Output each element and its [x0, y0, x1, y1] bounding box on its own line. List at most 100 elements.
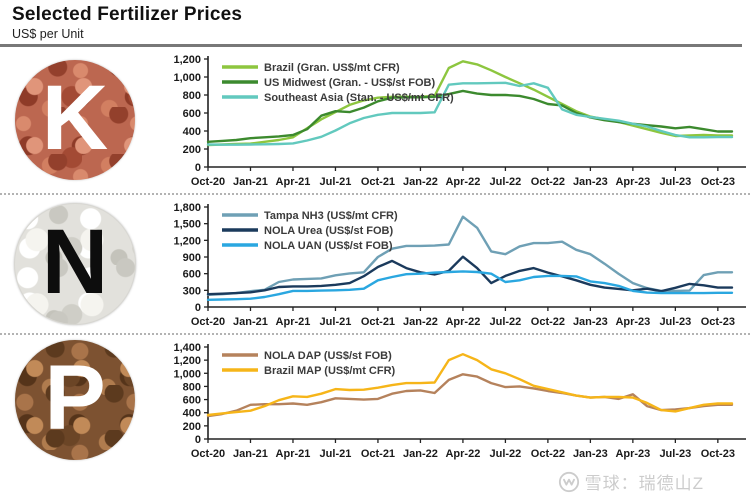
nitrogen-letter: N	[41, 211, 109, 313]
x-tick-label: Oct-21	[361, 176, 395, 188]
watermark-text: 雪球：瑞德山Z	[584, 474, 704, 493]
legend-label: Tampa NH3 (US$/mt CFR)	[264, 210, 398, 222]
x-tick-label: Oct-22	[531, 448, 565, 460]
y-tick-label: 1,800	[173, 202, 201, 214]
x-tick-label: Jan-23	[573, 448, 608, 460]
y-tick-label: 0	[195, 302, 201, 314]
potash-letter: K	[41, 67, 109, 169]
x-tick-label: Jan-22	[403, 448, 438, 460]
x-tick-label: Apr-21	[276, 316, 311, 328]
xueqiu-watermark: 雪球：瑞德山Z	[558, 469, 704, 494]
page-title: Selected Fertilizer Prices	[12, 4, 243, 25]
nitrogen-price-chart: 0 300 600 900 1,200 1,500 1,800 Oct-20 Jan-21 Apr…	[150, 195, 750, 333]
x-tick-label: Apr-22	[445, 176, 480, 188]
x-tick-label: Apr-21	[276, 176, 311, 188]
x-tick-label: Oct-23	[701, 448, 735, 460]
x-tick-label: Jul-22	[490, 316, 522, 328]
y-tick-label: 800	[183, 90, 201, 102]
y-tick-label: 400	[183, 408, 201, 420]
legend-label: Brazil (Gran. US$/mt CFR)	[264, 62, 400, 74]
x-tick-label: Oct-22	[531, 316, 565, 328]
x-tick-label: Jan-21	[233, 316, 268, 328]
y-tick-label: 1,000	[173, 368, 201, 380]
header-divider	[0, 44, 742, 47]
x-tick-label: Jan-21	[233, 176, 268, 188]
row-divider	[0, 333, 750, 335]
x-tick-label: Apr-23	[615, 448, 650, 460]
page-subtitle: US$ per Unit	[12, 27, 84, 41]
potash-price-chart: 0 200 400 600 800 1,000 1,200 Oct-20 Jan-21 Apr-2…	[150, 47, 750, 193]
x-tick-label: Jul-23	[659, 176, 691, 188]
nitrogen-prills-image: N	[14, 203, 136, 325]
legend-label: NOLA DAP (US$/st FOB)	[264, 350, 392, 362]
potash-icon-area: K	[0, 60, 150, 180]
y-tick-label: 1,200	[173, 355, 201, 367]
y-tick-label: 200	[183, 421, 201, 433]
potash-chart-svg: 0 200 400 600 800 1,000 1,200 Oct-20 Jan-21 Apr-2…	[173, 54, 746, 188]
header: Selected Fertilizer Prices US$ per Unit	[0, 0, 750, 41]
x-tick-label: Oct-23	[701, 176, 735, 188]
x-tick-label: Jul-23	[659, 316, 691, 328]
nitrogen-icon-area: N	[0, 203, 150, 325]
x-tick-label: Apr-23	[615, 316, 650, 328]
nitrogen-series-nola-urea-us-st-fob	[206, 255, 734, 296]
x-tick-label: Oct-23	[701, 316, 735, 328]
phosphate-series-nola-dap-us-st-fob	[206, 373, 734, 418]
y-tick-label: 1,200	[173, 54, 201, 66]
phosphate-icon-area: P	[0, 340, 150, 460]
nitrogen-series-nola-uan-us-st-fob	[206, 270, 734, 302]
x-tick-label: Jul-21	[320, 316, 352, 328]
y-tick-label: 1,500	[173, 219, 201, 231]
x-tick-label: Apr-22	[445, 448, 480, 460]
nitrogen-row: N 0 300 600 900 1,200 1,500 1,800 Oct-20 Jan-21 A…	[0, 195, 750, 333]
phosphate-row: P 0 200 400 600 800 1,000 1,200 1,400 Oct-20 Jan-…	[0, 335, 750, 465]
y-tick-label: 300	[183, 285, 201, 297]
y-tick-label: 600	[183, 395, 201, 407]
x-tick-label: Apr-22	[445, 316, 480, 328]
x-tick-label: Apr-23	[615, 176, 650, 188]
x-tick-label: Jul-22	[490, 176, 522, 188]
phosphate-price-chart: 0 200 400 600 800 1,000 1,200 1,400 Oct-20 Jan-21…	[150, 335, 750, 465]
y-tick-label: 1,000	[173, 72, 201, 84]
y-tick-label: 200	[183, 144, 201, 156]
potash-series-southeast-asia-stan-us-mt-cfr	[206, 81, 734, 146]
y-tick-label: 800	[183, 381, 201, 393]
legend-label: NOLA UAN (US$/st FOB)	[264, 240, 393, 252]
y-tick-label: 0	[195, 434, 201, 446]
legend-label: Southeast Asia (Stan. - US$/mt CFR)	[264, 92, 454, 104]
nitrogen-chart-svg: 0 300 600 900 1,200 1,500 1,800 Oct-20 Jan-21 Apr…	[173, 202, 746, 328]
potash-granules-image: K	[15, 60, 135, 180]
row-divider	[0, 193, 750, 195]
phosphate-letter: P	[44, 347, 106, 449]
potash-row: K 0 200 400 600 800 1,000 1,200 Oct-20 Jan-21 Apr…	[0, 47, 750, 193]
nitrogen-series-tampa-nh3-us-mt-cfr	[206, 215, 734, 297]
x-tick-label: Jul-23	[659, 448, 691, 460]
legend-label: Brazil MAP (US$/mt CFR)	[264, 365, 396, 377]
y-tick-label: 600	[183, 269, 201, 281]
x-tick-label: Jan-22	[403, 316, 438, 328]
potash-series-brazil-gran-us-mt-cfr	[206, 60, 734, 147]
x-tick-label: Jul-21	[320, 448, 352, 460]
phosphate-granules-image: P	[15, 340, 135, 460]
x-tick-label: Jan-22	[403, 176, 438, 188]
xueqiu-logo-icon	[558, 471, 580, 493]
x-tick-label: Oct-20	[191, 176, 225, 188]
phosphate-series-brazil-map-us-mt-cfr	[206, 353, 734, 417]
x-tick-label: Jul-21	[320, 176, 352, 188]
y-tick-label: 0	[195, 162, 201, 174]
legend-label: NOLA Urea (US$/st FOB)	[264, 225, 394, 237]
x-tick-label: Oct-20	[191, 448, 225, 460]
y-tick-label: 1,200	[173, 235, 201, 247]
x-tick-label: Oct-20	[191, 316, 225, 328]
x-tick-label: Jan-23	[573, 176, 608, 188]
x-tick-label: Oct-22	[531, 176, 565, 188]
y-tick-label: 600	[183, 108, 201, 120]
y-tick-label: 1,400	[173, 342, 201, 354]
y-tick-label: 400	[183, 126, 201, 138]
legend-label: US Midwest (Gran. - US$/st FOB)	[264, 77, 435, 89]
y-tick-label: 900	[183, 252, 201, 264]
x-tick-label: Jul-22	[490, 448, 522, 460]
x-tick-label: Oct-21	[361, 448, 395, 460]
